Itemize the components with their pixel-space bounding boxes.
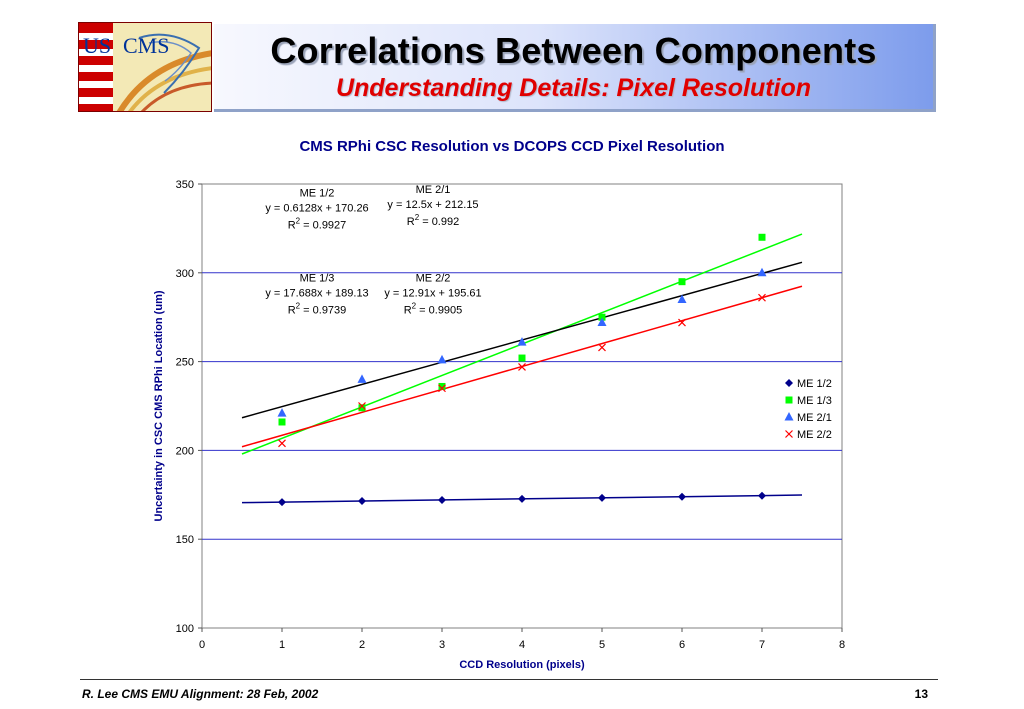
data-point-me21 — [357, 374, 367, 383]
y-tick-label: 150 — [176, 534, 194, 546]
data-point-me22 — [358, 402, 366, 410]
legend-marker-me22 — [785, 430, 793, 438]
x-tick-label: 7 — [759, 639, 765, 651]
data-point-me12 — [598, 493, 606, 502]
y-tick-label: 200 — [176, 445, 194, 457]
legend-marker-me13 — [785, 396, 793, 404]
us-cms-logo-graphic: US CMS — [79, 23, 211, 111]
data-point-me12 — [518, 494, 526, 503]
header-banner: Correlations Between Components Understa… — [214, 24, 936, 112]
annotation-name-me22: ME 2/2 — [416, 273, 451, 285]
data-point-me13 — [278, 418, 286, 426]
slide-subtitle: Understanding Details: Pixel Resolution — [335, 74, 812, 102]
data-point-me21 — [277, 408, 287, 417]
data-point-me22 — [598, 343, 606, 352]
footer-author-date: R. Lee CMS EMU Alignment: 28 Feb, 2002 — [82, 687, 319, 701]
data-point-me22 — [438, 384, 446, 393]
footer-divider — [80, 679, 938, 680]
data-point-me12 — [278, 498, 286, 507]
data-point-me13 — [758, 233, 766, 241]
annotation-equation-me13: y = 17.688x + 189.13 — [265, 288, 368, 300]
data-point-me22 — [678, 318, 686, 327]
data-point-me22 — [278, 439, 286, 448]
y-tick-label: 350 — [176, 179, 194, 191]
y-axis-label: Uncertainty in CSC CMS RPhi Location (um… — [153, 290, 165, 521]
annotation-name-me13: ME 1/3 — [300, 273, 335, 285]
data-point-me22 — [758, 293, 766, 302]
legend-marker-me21 — [784, 412, 794, 421]
annotation-name-me21: ME 2/1 — [416, 184, 451, 196]
x-tick-label: 1 — [279, 639, 285, 651]
x-tick-label: 6 — [679, 639, 685, 651]
data-point-me12 — [438, 495, 446, 504]
annotation-equation-me22: y = 12.91x + 195.61 — [384, 288, 481, 300]
data-point-me21 — [517, 337, 527, 346]
data-point-me13 — [598, 313, 606, 321]
x-tick-label: 8 — [839, 639, 845, 651]
y-tick-label: 300 — [176, 268, 194, 280]
annotation-r2-me13: R2 = 0.9739 — [288, 302, 347, 317]
annotation-equation-me21: y = 12.5x + 212.15 — [387, 199, 478, 211]
logo-lettering-cms: CMS — [123, 33, 169, 58]
x-tick-label: 2 — [359, 639, 365, 651]
annotation-equation-me12: y = 0.6128x + 170.26 — [265, 202, 368, 214]
data-point-me22 — [518, 363, 526, 371]
x-tick-label: 0 — [199, 639, 205, 651]
x-tick-label: 4 — [519, 639, 525, 651]
legend-label-me13: ME 1/3 — [797, 395, 832, 407]
annotation-r2-me12: R2 = 0.9927 — [288, 216, 347, 231]
legend-marker-me12 — [785, 379, 793, 387]
legend-label-me12: ME 1/2 — [797, 378, 832, 390]
page-number: 13 — [914, 687, 928, 701]
data-point-me21 — [597, 317, 607, 327]
data-point-me12 — [678, 492, 686, 501]
data-point-me12 — [358, 497, 366, 506]
data-point-me13 — [358, 404, 366, 412]
x-axis-label: CCD Resolution (pixels) — [459, 659, 585, 671]
y-tick-label: 100 — [176, 623, 194, 635]
data-point-me21 — [757, 267, 767, 277]
annotation-name-me12: ME 1/2 — [300, 187, 335, 199]
data-point-me13 — [438, 382, 446, 390]
data-point-me12 — [758, 491, 766, 500]
x-tick-label: 3 — [439, 639, 445, 651]
us-cms-logo: US CMS — [78, 22, 212, 112]
data-point-me13 — [678, 278, 686, 286]
data-point-me21 — [677, 294, 687, 303]
annotation-r2-me22: R2 = 0.9905 — [404, 302, 463, 317]
y-tick-label: 250 — [176, 357, 194, 369]
logo-lettering: US — [83, 33, 111, 58]
legend-label-me21: ME 2/1 — [797, 412, 832, 424]
slide-title: Correlations Between Components — [270, 30, 877, 71]
data-point-me13 — [518, 354, 526, 362]
plot-area — [201, 183, 843, 629]
data-point-me21 — [437, 354, 447, 364]
legend-label-me22: ME 2/2 — [797, 429, 832, 441]
chart-title: CMS RPhi CSC Resolution vs DCOPS CCD Pix… — [299, 138, 725, 155]
annotation-r2-me21: R2 = 0.992 — [407, 213, 459, 228]
x-tick-label: 5 — [599, 639, 605, 651]
